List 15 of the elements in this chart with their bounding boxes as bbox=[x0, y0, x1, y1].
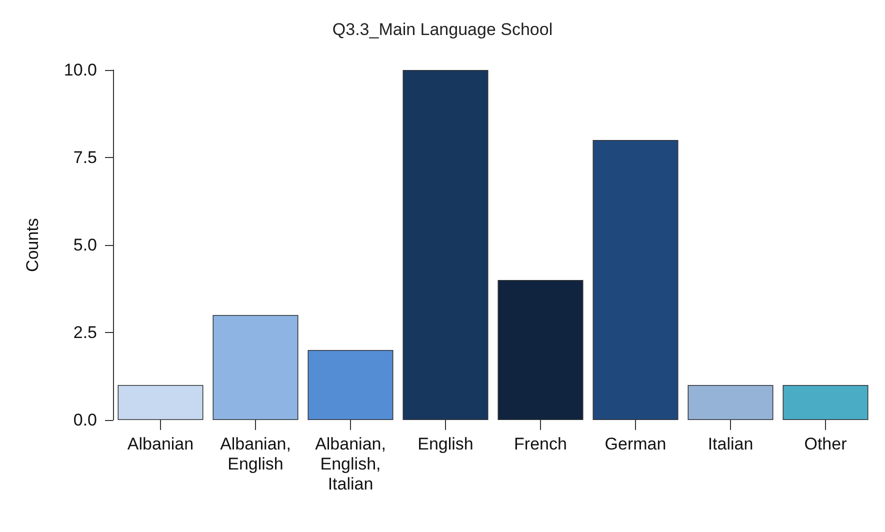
x-tick-label: German bbox=[604, 434, 666, 454]
y-tick-label: 7.5 bbox=[73, 148, 97, 167]
y-tick-label: 10.0 bbox=[64, 60, 97, 80]
y-tick-label: 5.0 bbox=[73, 236, 97, 254]
x-tick-label: Other bbox=[804, 434, 848, 454]
y-tick-label: 0.0 bbox=[73, 410, 97, 430]
x-tick-label: French bbox=[514, 434, 567, 454]
x-tick-label: Italian bbox=[708, 434, 754, 454]
x-tick-label: English bbox=[418, 434, 474, 454]
chart-title: Q3.3_Main Language School bbox=[332, 20, 553, 39]
x-tick-label: Albanian, English bbox=[220, 434, 291, 474]
y-tick-label: 2.5 bbox=[73, 323, 97, 342]
x-tick-label: Albanian, English, Italian bbox=[315, 434, 386, 494]
x-tick-label: Albanian bbox=[127, 434, 194, 454]
y-axis-title: Counts bbox=[23, 218, 42, 272]
